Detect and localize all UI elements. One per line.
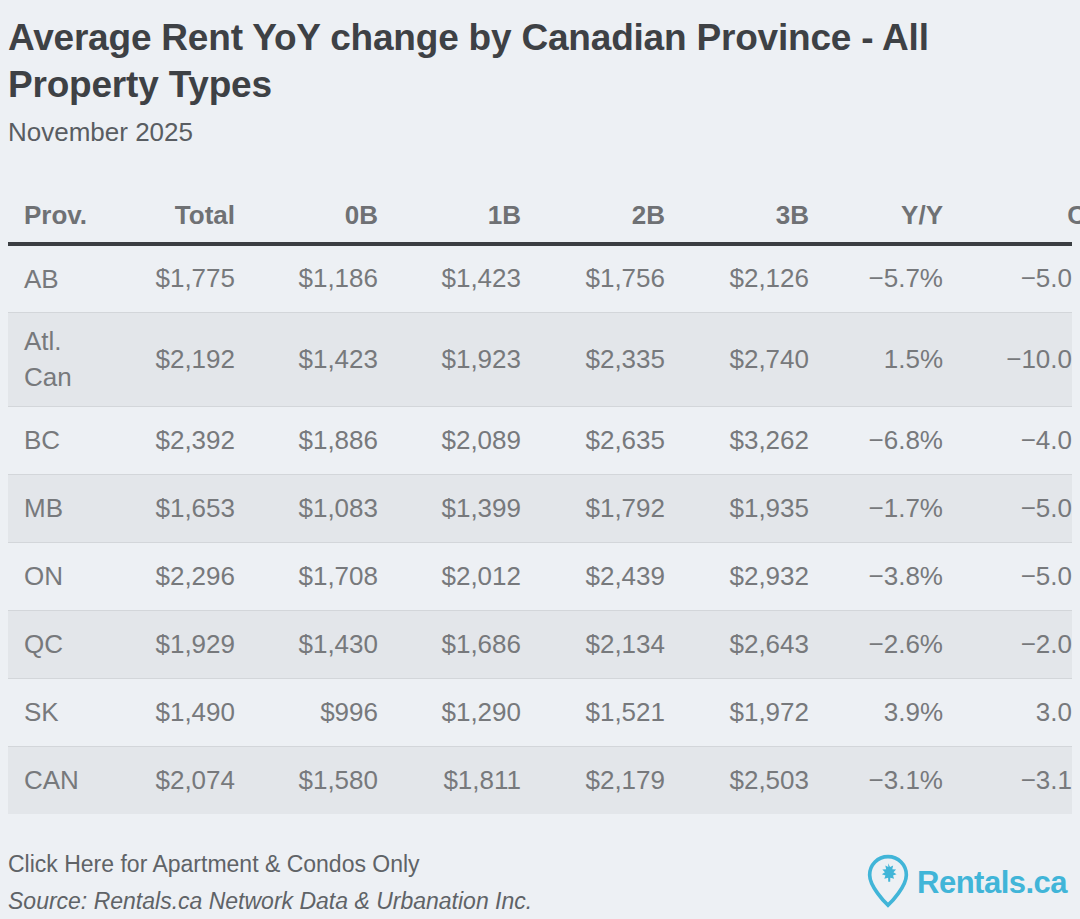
cell-2b: $2,335 <box>529 312 673 406</box>
cell-province: SK <box>8 678 128 746</box>
cell-clipped: −5.0 <box>951 244 1072 312</box>
logo-wordmark: Rentals.ca <box>917 865 1067 901</box>
column-header-prov: Prov. <box>8 188 128 244</box>
cell-province: AB <box>8 244 128 312</box>
cell-yy: −2.6% <box>817 610 951 678</box>
cell-3b: $2,503 <box>673 746 817 814</box>
cell-2b: $2,439 <box>529 542 673 610</box>
column-header-1b: 1B <box>386 188 529 244</box>
cell-province: BC <box>8 406 128 474</box>
cell-0b: $996 <box>243 678 386 746</box>
cell-2b: $1,756 <box>529 244 673 312</box>
table-row-sk: SK $1,490 $996 $1,290 $1,521 $1,972 3.9%… <box>8 678 1072 746</box>
table-row-can: CAN $2,074 $1,580 $1,811 $2,179 $2,503 −… <box>8 746 1072 814</box>
cell-total: $1,929 <box>128 610 243 678</box>
header-row: Prov. Total 0B 1B 2B 3B Y/Y C <box>8 188 1072 244</box>
cell-1b: $2,089 <box>386 406 529 474</box>
cell-3b: $3,262 <box>673 406 817 474</box>
cell-2b: $2,635 <box>529 406 673 474</box>
cell-yy: −1.7% <box>817 474 951 542</box>
cell-3b: $1,935 <box>673 474 817 542</box>
cell-2b: $2,134 <box>529 610 673 678</box>
cell-clipped: −5.0 <box>951 474 1072 542</box>
cell-total: $1,775 <box>128 244 243 312</box>
table-row-on: ON $2,296 $1,708 $2,012 $2,439 $2,932 −3… <box>8 542 1072 610</box>
table-row-mb: MB $1,653 $1,083 $1,399 $1,792 $1,935 −1… <box>8 474 1072 542</box>
cell-0b: $1,083 <box>243 474 386 542</box>
cell-3b: $1,972 <box>673 678 817 746</box>
table-row-qc: QC $1,929 $1,430 $1,686 $2,134 $2,643 −2… <box>8 610 1072 678</box>
page-title: Average Rent YoY change by Canadian Prov… <box>8 14 1008 108</box>
cell-0b: $1,708 <box>243 542 386 610</box>
page-content: Average Rent YoY change by Canadian Prov… <box>0 0 1080 915</box>
cell-0b: $1,580 <box>243 746 386 814</box>
cell-yy: 3.9% <box>817 678 951 746</box>
cell-clipped: −4.0 <box>951 406 1072 474</box>
cell-1b: $1,811 <box>386 746 529 814</box>
cell-1b: $1,686 <box>386 610 529 678</box>
cell-total: $1,490 <box>128 678 243 746</box>
cell-total: $2,074 <box>128 746 243 814</box>
column-header-clipped: C <box>951 188 1072 244</box>
rentals-ca-logo: Rentals.ca <box>866 854 1067 912</box>
table-body: AB $1,775 $1,186 $1,423 $1,756 $2,126 −5… <box>8 244 1072 814</box>
table-row-ab: AB $1,775 $1,186 $1,423 $1,756 $2,126 −5… <box>8 244 1072 312</box>
cell-0b: $1,430 <box>243 610 386 678</box>
table-row-bc: BC $2,392 $1,886 $2,089 $2,635 $3,262 −6… <box>8 406 1072 474</box>
cell-total: $1,653 <box>128 474 243 542</box>
cell-clipped: 3.0 <box>951 678 1072 746</box>
cell-province: CAN <box>8 746 128 814</box>
cell-clipped: −10.0 <box>951 312 1072 406</box>
column-header-clipped-label: C <box>1067 200 1080 231</box>
cell-yy: 1.5% <box>817 312 951 406</box>
cell-clipped: −5.0 <box>951 542 1072 610</box>
cell-3b: $2,740 <box>673 312 817 406</box>
cell-1b: $1,923 <box>386 312 529 406</box>
column-header-yy: Y/Y <box>817 188 951 244</box>
cell-1b: $1,423 <box>386 244 529 312</box>
cell-clipped: −2.0 <box>951 610 1072 678</box>
cell-clipped: −3.1 <box>951 746 1072 814</box>
column-header-0b: 0B <box>243 188 386 244</box>
cell-3b: $2,126 <box>673 244 817 312</box>
cell-yy: −5.7% <box>817 244 951 312</box>
cell-3b: $2,932 <box>673 542 817 610</box>
cell-2b: $1,521 <box>529 678 673 746</box>
column-header-2b: 2B <box>529 188 673 244</box>
cell-yy: −3.8% <box>817 542 951 610</box>
cell-0b: $1,886 <box>243 406 386 474</box>
rent-table: Prov. Total 0B 1B 2B 3B Y/Y C AB $1,775 … <box>8 188 1072 814</box>
page-subtitle: November 2025 <box>8 116 1080 148</box>
map-pin-maple-leaf-icon <box>866 854 910 912</box>
cell-total: $2,296 <box>128 542 243 610</box>
cell-province: Atl. Can <box>8 312 128 406</box>
column-header-total: Total <box>128 188 243 244</box>
cell-1b: $1,399 <box>386 474 529 542</box>
cell-3b: $2,643 <box>673 610 817 678</box>
table-row-atl-can: Atl. Can $2,192 $1,423 $1,923 $2,335 $2,… <box>8 312 1072 406</box>
cell-0b: $1,186 <box>243 244 386 312</box>
cell-yy: −3.1% <box>817 746 951 814</box>
cell-1b: $2,012 <box>386 542 529 610</box>
table-header: Prov. Total 0B 1B 2B 3B Y/Y C <box>8 188 1072 244</box>
cell-province: ON <box>8 542 128 610</box>
cell-total: $2,392 <box>128 406 243 474</box>
cell-2b: $2,179 <box>529 746 673 814</box>
cell-total: $2,192 <box>128 312 243 406</box>
cell-1b: $1,290 <box>386 678 529 746</box>
cell-province: MB <box>8 474 128 542</box>
apartment-condos-link[interactable]: Click Here for Apartment & Condos Only <box>8 850 420 878</box>
cell-2b: $1,792 <box>529 474 673 542</box>
column-header-3b: 3B <box>673 188 817 244</box>
cell-province: QC <box>8 610 128 678</box>
cell-0b: $1,423 <box>243 312 386 406</box>
cell-yy: −6.8% <box>817 406 951 474</box>
